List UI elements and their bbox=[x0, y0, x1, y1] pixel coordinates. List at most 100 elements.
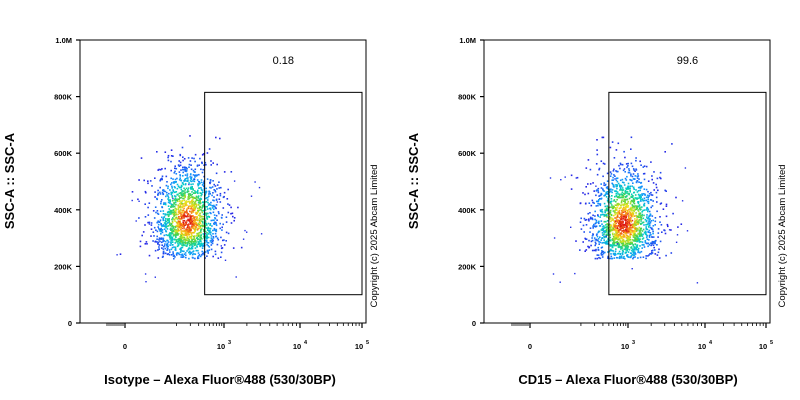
event-dot bbox=[180, 242, 182, 245]
gate-rectangle[interactable] bbox=[204, 91, 363, 296]
event-dot bbox=[221, 214, 223, 216]
event-dot bbox=[614, 195, 616, 198]
event-dot bbox=[612, 170, 615, 172]
event-dot bbox=[201, 201, 204, 204]
event-dot bbox=[190, 220, 192, 222]
event-dot bbox=[174, 235, 177, 238]
event-dot bbox=[632, 182, 634, 184]
event-dot bbox=[628, 230, 630, 233]
event-dot bbox=[609, 249, 612, 252]
event-dot bbox=[182, 203, 185, 205]
event-dot bbox=[605, 240, 608, 242]
event-dot bbox=[148, 221, 151, 224]
event-dot bbox=[181, 191, 183, 193]
event-dot bbox=[187, 241, 189, 244]
outlier-dot bbox=[193, 178, 196, 181]
event-dot bbox=[181, 233, 183, 236]
event-dot bbox=[638, 222, 640, 224]
event-dot bbox=[609, 226, 611, 229]
event-dot bbox=[623, 193, 626, 196]
event-dot bbox=[637, 248, 639, 251]
event-dot bbox=[633, 210, 635, 213]
event-dot bbox=[617, 234, 620, 236]
event-dot bbox=[202, 202, 205, 204]
event-dot bbox=[589, 212, 591, 214]
event-dot bbox=[606, 220, 609, 222]
event-dot bbox=[186, 236, 188, 238]
event-dot bbox=[660, 202, 663, 204]
event-dot bbox=[617, 193, 619, 195]
event-dot bbox=[221, 229, 223, 231]
event-dot bbox=[618, 245, 621, 247]
gate-rectangle[interactable] bbox=[608, 91, 767, 296]
event-dot bbox=[183, 210, 186, 213]
event-dot bbox=[616, 257, 619, 259]
event-dot bbox=[584, 250, 586, 252]
event-dot bbox=[634, 227, 637, 230]
event-dot bbox=[187, 198, 189, 200]
event-dot bbox=[217, 211, 220, 213]
event-dot bbox=[206, 208, 209, 210]
event-dot bbox=[172, 226, 175, 229]
event-dot bbox=[608, 235, 611, 237]
event-dot bbox=[628, 171, 631, 174]
event-dot bbox=[178, 179, 181, 181]
event-dot bbox=[626, 232, 628, 234]
x-tick-label: 10 bbox=[759, 342, 767, 351]
event-dot bbox=[197, 256, 199, 258]
event-dot bbox=[142, 231, 145, 233]
event-dot bbox=[204, 221, 207, 223]
event-dot bbox=[662, 208, 665, 210]
event-dot bbox=[601, 254, 604, 256]
event-dot bbox=[654, 220, 657, 223]
event-dot bbox=[210, 164, 212, 166]
event-dot bbox=[201, 184, 204, 186]
event-dot bbox=[168, 199, 170, 202]
event-dot bbox=[192, 174, 195, 176]
event-dot bbox=[167, 213, 169, 216]
copyright-text: Copyright (c) 2025 Abcam Limited bbox=[777, 164, 788, 307]
event-dot bbox=[205, 205, 207, 208]
event-dot bbox=[625, 227, 628, 229]
event-dot bbox=[177, 164, 180, 166]
event-dot bbox=[628, 223, 631, 225]
event-dot bbox=[641, 222, 643, 225]
event-dot bbox=[197, 183, 199, 185]
event-dot bbox=[642, 233, 644, 236]
outlier-dot bbox=[244, 229, 246, 232]
event-dot bbox=[625, 209, 627, 211]
y-tick-label: 800K bbox=[458, 93, 477, 102]
event-dot bbox=[615, 190, 618, 193]
event-dot bbox=[613, 174, 615, 176]
event-dot bbox=[643, 232, 646, 234]
event-dot bbox=[178, 160, 180, 162]
event-dot bbox=[633, 199, 635, 201]
event-dot bbox=[206, 206, 208, 208]
event-dot bbox=[619, 196, 622, 199]
event-dot bbox=[601, 211, 604, 213]
event-dot bbox=[168, 221, 170, 224]
event-dot bbox=[169, 209, 172, 212]
event-dot bbox=[612, 233, 614, 236]
event-dot bbox=[618, 207, 621, 210]
event-dot bbox=[186, 250, 188, 252]
event-dot bbox=[619, 229, 622, 231]
event-dot bbox=[636, 180, 638, 182]
event-dot bbox=[169, 251, 171, 253]
event-dot bbox=[195, 199, 198, 201]
event-dot bbox=[628, 227, 630, 229]
event-dot bbox=[180, 179, 182, 181]
event-dot bbox=[642, 217, 645, 220]
event-dot bbox=[164, 247, 167, 250]
event-dot bbox=[620, 256, 623, 258]
event-dot bbox=[611, 189, 614, 191]
event-dot bbox=[621, 252, 624, 254]
event-dot bbox=[646, 217, 649, 220]
event-dot bbox=[605, 231, 608, 233]
event-dot bbox=[614, 244, 617, 247]
event-dot bbox=[228, 204, 231, 206]
event-dot bbox=[643, 172, 646, 175]
event-dot bbox=[646, 206, 649, 209]
event-dot bbox=[200, 234, 202, 236]
event-dot bbox=[183, 158, 186, 160]
